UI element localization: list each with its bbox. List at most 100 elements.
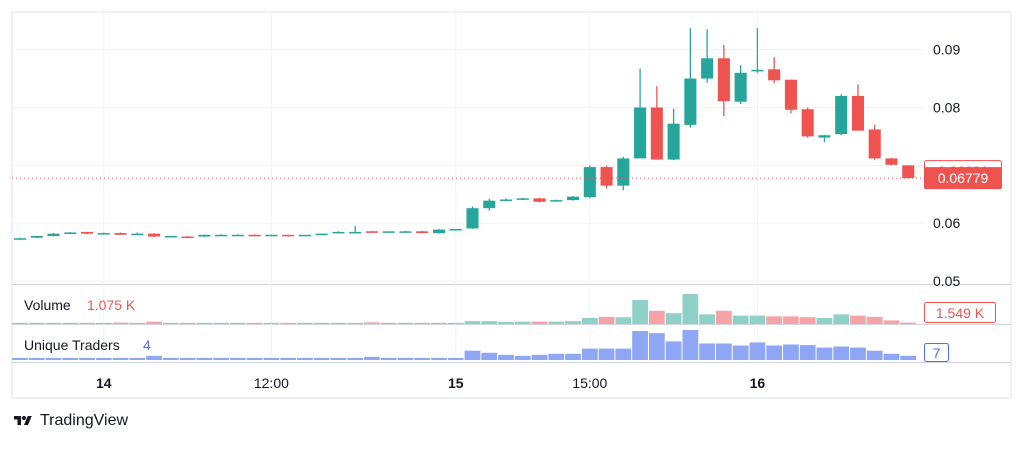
candle (164, 235, 177, 238)
candle-body (131, 233, 144, 236)
trader-bar (447, 357, 464, 360)
candle (600, 165, 613, 189)
volume-bar (514, 321, 531, 324)
candle (818, 134, 831, 143)
volume-bar (665, 313, 682, 324)
volume-bar (581, 318, 598, 324)
trader-bar (380, 357, 397, 360)
candle-body (164, 235, 177, 238)
volume-bar (45, 322, 62, 324)
volume-bar (431, 322, 447, 324)
volume-bar (833, 314, 850, 324)
candle-body (47, 233, 60, 236)
volume-bar (313, 322, 330, 324)
candle-body (466, 208, 479, 229)
volume-bar (380, 322, 397, 324)
trader-bar (146, 355, 162, 360)
time-tick-label: 15 (448, 375, 464, 391)
candle (567, 196, 580, 201)
candle-body (784, 79, 797, 110)
traders-axis-label-box (924, 343, 949, 362)
volume-bar (28, 322, 45, 324)
trader-bar (531, 354, 548, 360)
volume-bars (12, 294, 917, 324)
volume-bar (632, 300, 648, 324)
volume-bar (732, 315, 749, 324)
candle-body (298, 234, 311, 237)
trader-bar (280, 357, 297, 360)
candle-body (181, 236, 194, 239)
candle-body (265, 234, 278, 237)
traders-axis-label: 7 (924, 343, 949, 362)
tradingview-brand[interactable]: TradingView (12, 412, 128, 430)
trader-bar (514, 355, 531, 360)
unique-traders-bars (12, 330, 917, 360)
candle-body (516, 198, 529, 200)
candle-body (868, 129, 881, 159)
candle (97, 232, 110, 235)
candle (47, 233, 60, 237)
candle (483, 198, 496, 211)
candle (684, 28, 697, 128)
volume-bar (196, 322, 213, 324)
volume-bar (682, 294, 699, 324)
volume-bar (129, 322, 146, 324)
trader-bar (648, 333, 665, 360)
volume-bar (112, 322, 129, 324)
candle-body (734, 72, 747, 102)
candle (650, 86, 663, 160)
candle-body (885, 158, 898, 165)
candle (282, 234, 295, 237)
trader-bar (129, 357, 146, 360)
candle (734, 65, 747, 105)
candle (13, 237, 27, 240)
candle-body (13, 238, 27, 240)
trader-bar (900, 355, 917, 360)
trader-bar (548, 353, 565, 360)
volume-bar (447, 322, 464, 324)
volume-bar (866, 316, 883, 324)
candle (181, 235, 194, 239)
candle-body (382, 231, 395, 233)
candle (516, 197, 529, 201)
chart-frame (11, 11, 1012, 399)
candle-body (81, 231, 94, 234)
tradingview-logo-icon (14, 416, 32, 425)
volume-bar (900, 322, 917, 324)
trader-bar (179, 357, 196, 360)
candle-body (198, 234, 211, 237)
candle-body (399, 231, 412, 233)
candle-body (751, 69, 764, 72)
trader-bar (883, 353, 900, 360)
volume-legend-value: 1.075 K (87, 297, 136, 313)
trader-bar (850, 347, 866, 360)
candle (30, 235, 43, 239)
candle-body (332, 231, 345, 234)
trader-bar (682, 330, 699, 360)
candle (583, 165, 596, 199)
candle (533, 197, 546, 203)
candle-body (567, 196, 580, 201)
candle-body (835, 95, 848, 135)
candle (617, 156, 630, 191)
candle-body (600, 167, 613, 186)
candle (382, 231, 395, 233)
traders-legend-label: Unique Traders (24, 337, 120, 353)
candle-body (282, 234, 295, 237)
candle (416, 230, 429, 234)
volume-bar (598, 316, 615, 324)
volume-bar (850, 315, 866, 324)
volume-bar (481, 321, 498, 324)
candle-body (248, 234, 261, 237)
volume-bar (648, 310, 665, 324)
candle (717, 44, 730, 117)
candle-body (701, 58, 714, 79)
candle-body (432, 229, 446, 234)
candle-body (365, 231, 378, 233)
volume-bar (397, 322, 414, 324)
trader-bar (749, 342, 766, 360)
volume-axis-label-text: 1.549 K (936, 305, 985, 321)
candle-body (483, 200, 496, 209)
